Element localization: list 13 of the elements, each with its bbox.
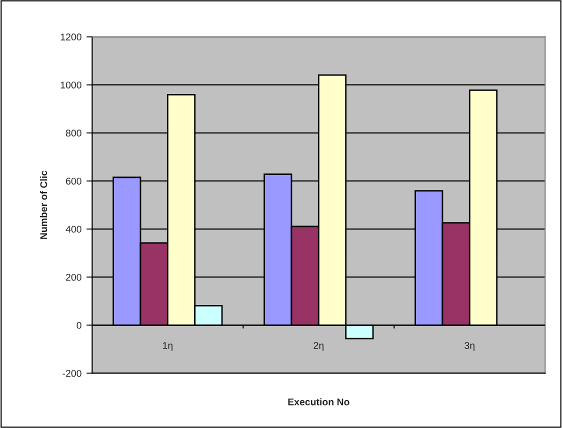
- y-tick-label: 1200: [60, 34, 82, 40]
- y-tick-label: 600: [66, 178, 82, 185]
- y-tick-label: 200: [66, 274, 82, 281]
- y-tick-label: 800: [66, 130, 82, 137]
- x-axis-title: Execution No: [288, 398, 350, 406]
- y-tick-label: -200: [62, 370, 82, 377]
- y-tick-label: 1000: [60, 82, 82, 88]
- x-tick-label: 1η: [163, 342, 172, 351]
- x-tick-label: 2η: [314, 342, 324, 351]
- y-axis-title: Number of Clic: [40, 170, 48, 239]
- y-tick-label: 0: [76, 322, 82, 329]
- y-tick-label: 400: [66, 226, 82, 233]
- x-tick-label: 3η: [464, 342, 474, 351]
